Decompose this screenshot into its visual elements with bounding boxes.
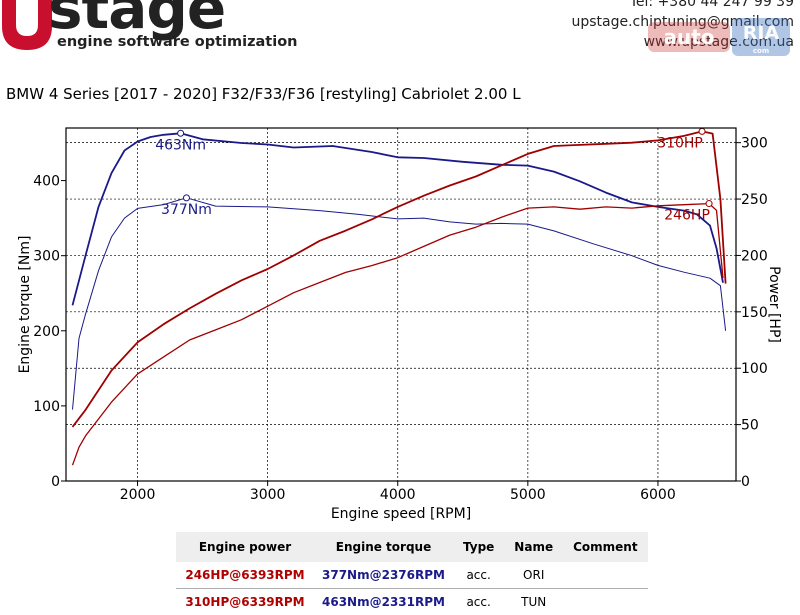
chart-grid bbox=[66, 128, 736, 481]
cell-type: acc. bbox=[453, 589, 504, 615]
y-tick-label: 400 bbox=[33, 174, 60, 190]
header-name: Name bbox=[504, 532, 563, 562]
cell-name: TUN bbox=[504, 589, 563, 615]
y2-tick-label: 100 bbox=[741, 361, 768, 377]
y-tick-label: 0 bbox=[51, 474, 60, 490]
y2-tick-label: 50 bbox=[741, 418, 759, 434]
header-engine-torque: Engine torque bbox=[314, 532, 453, 562]
header-engine-power: Engine power bbox=[176, 532, 314, 562]
y2-tick-label: 200 bbox=[741, 248, 768, 264]
y-tick-label: 300 bbox=[33, 249, 60, 265]
x-tick-label: 2000 bbox=[120, 487, 156, 503]
x-tick-label: 5000 bbox=[510, 487, 546, 503]
cell-torque: 463Nm@2331RPM bbox=[314, 589, 453, 615]
cell-comment bbox=[563, 562, 647, 589]
y2-tick-label: 150 bbox=[741, 305, 768, 321]
cell-comment bbox=[563, 589, 647, 615]
power-peak-label-ori: 246HP bbox=[664, 208, 710, 224]
y2-tick-label: 300 bbox=[741, 136, 768, 152]
chart-series: 463Nm 377Nm 310HP 246HP bbox=[73, 128, 726, 465]
y2-tick-label: 250 bbox=[741, 192, 768, 208]
power-line-tun bbox=[73, 131, 726, 427]
header-comment: Comment bbox=[563, 532, 647, 562]
y-tick-label: 100 bbox=[33, 399, 60, 415]
torque-peak-marker-ori bbox=[183, 195, 189, 201]
power-peak-label-tun: 310HP bbox=[657, 135, 703, 151]
cell-power: 246HP@6393RPM bbox=[176, 562, 314, 589]
x-tick-label: 4000 bbox=[380, 487, 416, 503]
y-tick-label: 200 bbox=[33, 324, 60, 340]
table-row: 246HP@6393RPM 377Nm@2376RPM acc. ORI bbox=[176, 562, 648, 589]
torque-line-ori bbox=[73, 198, 726, 410]
cell-name: ORI bbox=[504, 562, 563, 589]
cell-type: acc. bbox=[453, 562, 504, 589]
power-peak-marker-ori bbox=[706, 201, 712, 207]
header-type: Type bbox=[453, 532, 504, 562]
table-row: 310HP@6339RPM 463Nm@2331RPM acc. TUN bbox=[176, 589, 648, 615]
x-tick-label: 3000 bbox=[250, 487, 286, 503]
torque-peak-label-tun: 463Nm bbox=[155, 137, 206, 153]
x-axis-label: Engine speed [RPM] bbox=[331, 506, 471, 522]
y2-axis-label: Power [HP] bbox=[766, 266, 782, 343]
y2-tick-label: 0 bbox=[741, 474, 750, 490]
cell-power: 310HP@6339RPM bbox=[176, 589, 314, 615]
y-axis-label: Engine torque [Nm] bbox=[17, 236, 33, 374]
results-table: Engine power Engine torque Type Name Com… bbox=[176, 532, 648, 615]
plot-frame bbox=[66, 128, 736, 481]
power-peak-marker-tun bbox=[699, 128, 705, 134]
x-tick-label: 6000 bbox=[640, 487, 676, 503]
torque-peak-marker-tun bbox=[178, 130, 184, 136]
cell-torque: 377Nm@2376RPM bbox=[314, 562, 453, 589]
table-header-row: Engine power Engine torque Type Name Com… bbox=[176, 532, 648, 562]
torque-peak-label-ori: 377Nm bbox=[161, 202, 212, 218]
